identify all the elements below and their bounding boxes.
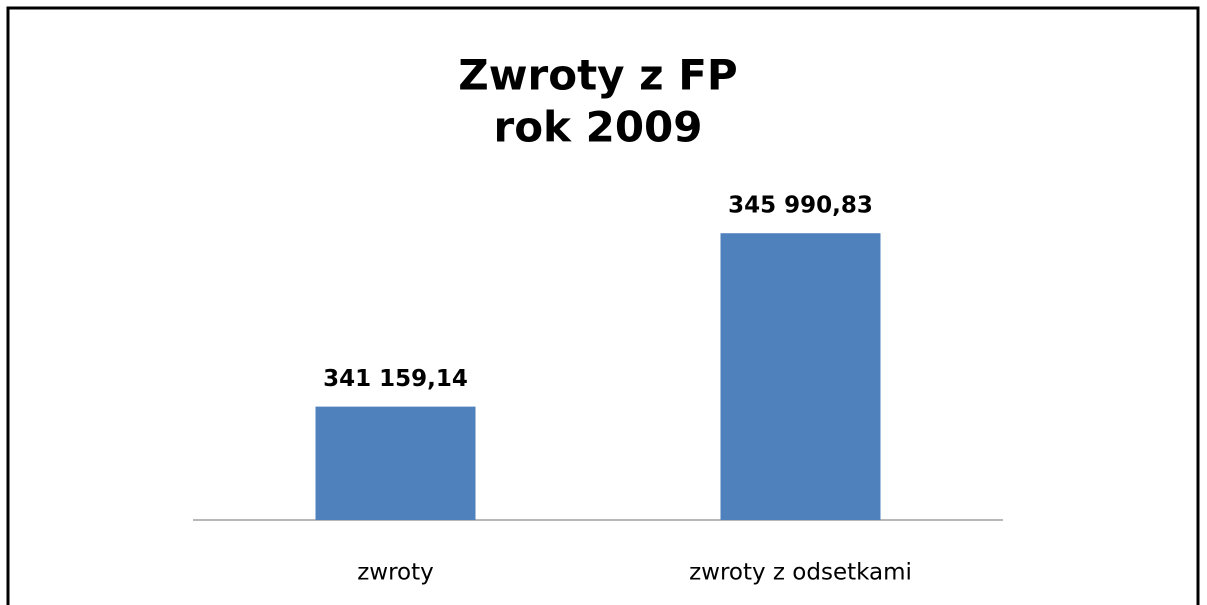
chart-title: Zwroty z FP bbox=[458, 51, 737, 100]
bar bbox=[315, 406, 476, 520]
chart-title: rok 2009 bbox=[493, 103, 702, 152]
data-label: 345 990,83 bbox=[728, 193, 873, 219]
chart-frame bbox=[6, 6, 1200, 605]
x-tick-label: zwroty z odsetkami bbox=[689, 560, 912, 586]
x-tick-label: zwroty bbox=[357, 560, 434, 586]
bar bbox=[720, 233, 881, 520]
data-label: 341 159,14 bbox=[323, 366, 468, 392]
